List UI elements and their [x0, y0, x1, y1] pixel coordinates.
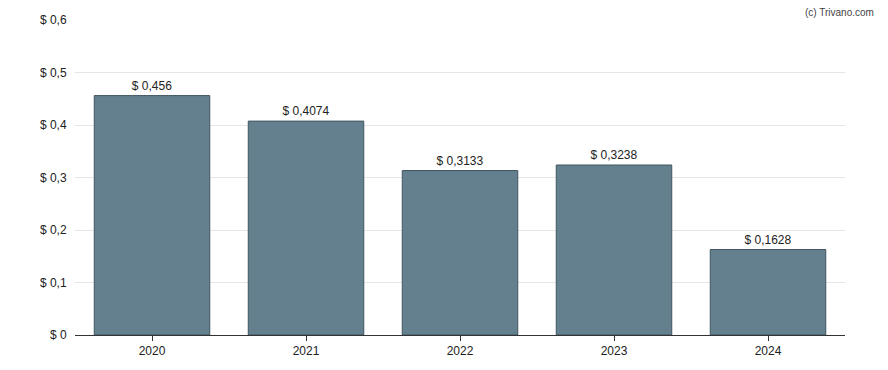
- svg-text:$ 0,3238: $ 0,3238: [590, 148, 637, 162]
- svg-text:$ 0,2: $ 0,2: [40, 223, 67, 237]
- svg-text:$ 0,1: $ 0,1: [40, 276, 67, 290]
- svg-text:2022: 2022: [447, 344, 474, 358]
- svg-text:2023: 2023: [601, 344, 628, 358]
- svg-text:$ 0,3: $ 0,3: [40, 171, 67, 185]
- svg-text:$ 0,6: $ 0,6: [40, 13, 67, 27]
- svg-text:$ 0,5: $ 0,5: [40, 66, 67, 80]
- svg-text:$ 0,456: $ 0,456: [132, 79, 172, 93]
- svg-text:$ 0: $ 0: [50, 328, 67, 342]
- svg-text:$ 0,1628: $ 0,1628: [744, 233, 791, 247]
- svg-text:2024: 2024: [755, 344, 782, 358]
- svg-text:$ 0,3133: $ 0,3133: [436, 154, 483, 168]
- svg-text:$ 0,4074: $ 0,4074: [282, 104, 329, 118]
- svg-text:$ 0,4: $ 0,4: [40, 118, 67, 132]
- svg-text:2021: 2021: [293, 344, 320, 358]
- svg-text:2020: 2020: [139, 344, 166, 358]
- svg-text:(c) Trivano.com: (c) Trivano.com: [805, 7, 874, 18]
